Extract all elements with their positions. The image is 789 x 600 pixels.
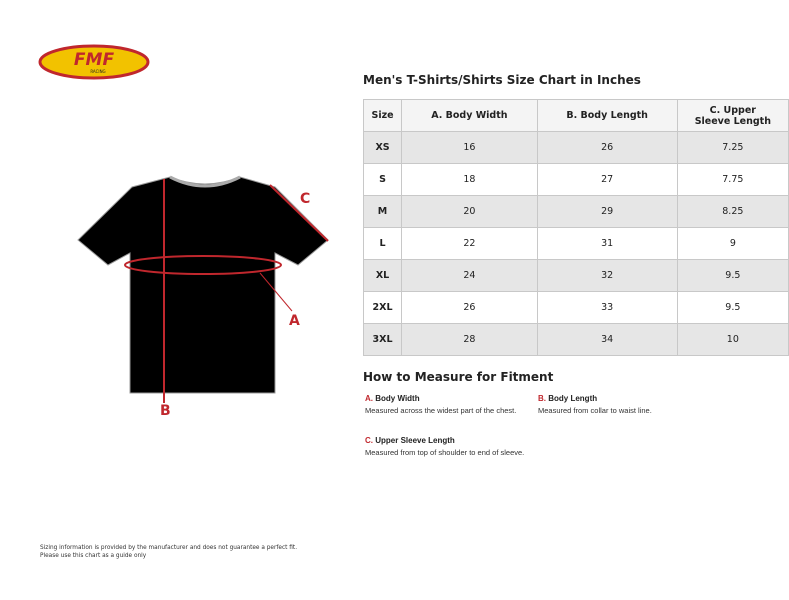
table-row: XS 16 26 7.25 [362, 131, 789, 164]
size-cell: L [362, 227, 403, 260]
value-cell: 24 [401, 259, 538, 292]
size-cell: S [362, 163, 403, 196]
value-cell: 34 [536, 323, 678, 356]
fmf-logo: FMF RACING [38, 44, 150, 80]
table-row: L 22 31 9 [362, 227, 789, 260]
table-header: Size A. Body Width B. Body Length C. Upp… [362, 99, 789, 132]
value-cell: 26 [401, 291, 538, 324]
size-cell: XS [362, 131, 403, 164]
label-c: C [300, 191, 310, 207]
howto-title: How to Measure for Fitment [363, 370, 554, 384]
value-cell: 18 [401, 163, 538, 196]
howto-item-b: B. Body Length Measured from collar to w… [538, 394, 652, 415]
value-cell: 9.5 [676, 259, 789, 292]
value-cell: 20 [401, 195, 538, 228]
table-row: 3XL 28 34 10 [362, 323, 789, 356]
disclaimer: Sizing information is provided by the ma… [40, 545, 298, 559]
value-cell: 26 [536, 131, 678, 164]
label-b: B [160, 403, 171, 419]
table-row: 2XL 26 33 9.5 [362, 291, 789, 324]
size-cell: M [362, 195, 403, 228]
value-cell: 33 [536, 291, 678, 324]
howto-item-a: A. Body Width Measured across the widest… [365, 394, 517, 415]
value-cell: 27 [536, 163, 678, 196]
size-cell: XL [362, 259, 403, 292]
value-cell: 7.75 [676, 163, 789, 196]
value-cell: 7.25 [676, 131, 789, 164]
value-cell: 28 [401, 323, 538, 356]
value-cell: 8.25 [676, 195, 789, 228]
tshirt-diagram: C A B [77, 175, 329, 419]
table-row: M 20 29 8.25 [362, 195, 789, 228]
value-cell: 10 [676, 323, 789, 356]
value-cell: 9 [676, 227, 789, 260]
size-cell: 3XL [362, 323, 403, 356]
svg-text:RACING: RACING [90, 69, 105, 74]
table-row: XL 24 32 9.5 [362, 259, 789, 292]
value-cell: 9.5 [676, 291, 789, 324]
size-table: Size A. Body Width B. Body Length C. Upp… [362, 99, 789, 356]
label-a: A [289, 313, 300, 329]
value-cell: 22 [401, 227, 538, 260]
value-cell: 31 [536, 227, 678, 260]
value-cell: 29 [536, 195, 678, 228]
page-title: Men's T-Shirts/Shirts Size Chart in Inch… [363, 73, 641, 87]
howto-item-c: C. Upper Sleeve Length Measured from top… [365, 436, 525, 457]
value-cell: 32 [536, 259, 678, 292]
size-cell: 2XL [362, 291, 403, 324]
table-row: S 18 27 7.75 [362, 163, 789, 196]
sleeve-line [269, 184, 329, 242]
value-cell: 16 [401, 131, 538, 164]
body-width-line [124, 255, 282, 275]
svg-text:FMF: FMF [74, 50, 115, 70]
